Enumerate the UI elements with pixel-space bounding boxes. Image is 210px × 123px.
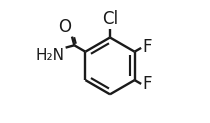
Text: F: F xyxy=(142,75,152,93)
Text: F: F xyxy=(142,38,152,56)
Text: O: O xyxy=(58,18,71,36)
Text: Cl: Cl xyxy=(102,10,118,28)
Text: H₂N: H₂N xyxy=(36,48,65,63)
